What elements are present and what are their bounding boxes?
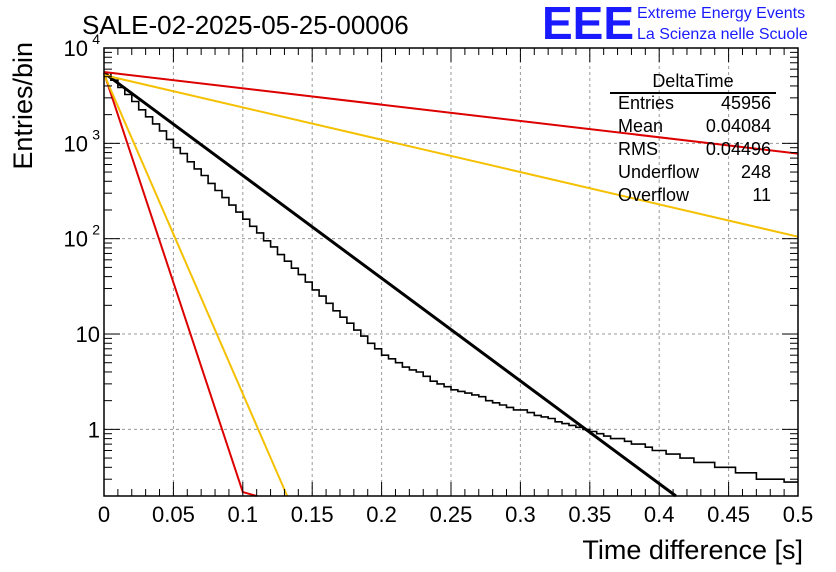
x-axis-label: Time difference [s] [582, 535, 803, 565]
curves [103, 71, 799, 498]
stats-label: Underflow [618, 162, 700, 182]
y-tick-label-exponent: 3 [92, 126, 100, 142]
stats-value: 0.04496 [706, 139, 771, 159]
eee-logo: EEE [542, 0, 634, 49]
x-tick-label: 0.4 [644, 502, 675, 527]
stats-box: DeltaTime Entries 45956 Mean 0.04084 RMS 0.04… [610, 71, 776, 205]
stats-value: 45956 [721, 93, 771, 113]
logo-line-2: La Scienza nelle Scuole [637, 26, 808, 43]
y-tick-label-exponent: 4 [92, 31, 100, 47]
x-tick-label: 0.45 [707, 502, 750, 527]
tick-labels: 0 0.05 0.1 0.15 0.2 0.25 0.3 0.35 0.4 0.45 0.5 1 10 1… [64, 31, 814, 527]
y-tick-label: 10 [64, 36, 88, 61]
stats-label: RMS [618, 139, 658, 159]
histogram-deltatime [104, 72, 798, 483]
x-tick-label: 0.2 [366, 502, 397, 527]
y-tick-label: 10 [64, 227, 88, 252]
y-tick-label: 10 [64, 131, 88, 156]
stats-value: 248 [741, 162, 771, 182]
x-tick-label: 0.15 [291, 502, 334, 527]
x-tick-label: 0.35 [568, 502, 611, 527]
stats-label: Mean [618, 116, 663, 136]
fit-line-3 [103, 72, 257, 497]
fit-line-1 [103, 71, 677, 498]
y-tick-label-exponent: 2 [92, 222, 100, 238]
y-axis-label: Entries/bin [8, 42, 38, 170]
fit-line-2 [103, 71, 799, 155]
y-tick-label: 1 [88, 417, 100, 442]
stats-label: Entries [618, 93, 674, 113]
stats-value: 0.04084 [706, 116, 771, 136]
stats-value: 11 [752, 185, 771, 205]
stats-title: DeltaTime [652, 71, 733, 91]
fit-line-5 [103, 73, 289, 497]
logo-line-1: Extreme Energy Events [637, 5, 805, 22]
fit-line-4 [103, 74, 799, 238]
y-tick-label: 10 [76, 322, 100, 347]
x-tick-label: 0.1 [228, 502, 259, 527]
x-tick-label: 0.3 [505, 502, 536, 527]
grid [104, 48, 798, 496]
x-tick-label: 0.05 [152, 502, 195, 527]
chart-title: SALE-02-2025-05-25-00006 [82, 10, 409, 40]
stats-rows: Entries 45956 Mean 0.04084 RMS 0.04496 Underfl… [618, 93, 771, 205]
x-tick-label: 0 [98, 502, 110, 527]
x-tick-label: 0.25 [430, 502, 473, 527]
x-tick-label: 0.5 [783, 502, 814, 527]
stats-label: Overflow [618, 185, 690, 205]
ticks [103, 47, 799, 497]
